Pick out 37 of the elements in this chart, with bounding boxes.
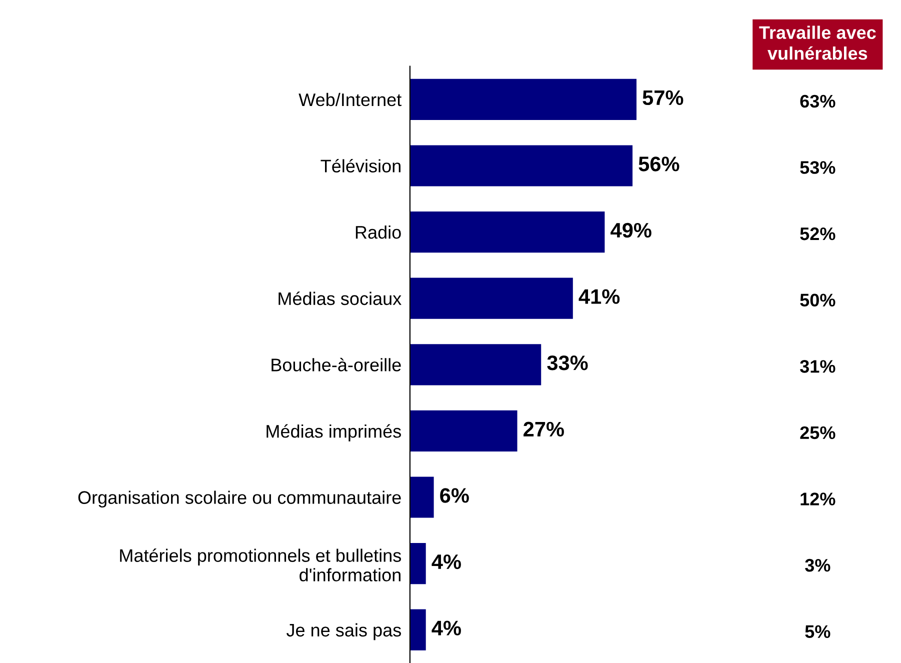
data-label: 25% xyxy=(800,426,836,440)
y-tick-label: Je ne sais pas xyxy=(286,623,401,640)
data-label: 6% xyxy=(440,488,469,503)
bar xyxy=(410,542,426,584)
y-tick-label: Matériels promotionnels et bulletins d'information xyxy=(120,548,401,582)
bar xyxy=(410,344,542,386)
bar xyxy=(410,145,633,186)
data-label: 41% xyxy=(578,289,620,304)
data-label: 4% xyxy=(432,554,461,570)
y-tick-label: Bouche-à-oreille xyxy=(272,358,401,372)
bar xyxy=(410,78,636,120)
data-label: 12% xyxy=(800,492,836,506)
bar xyxy=(410,609,426,650)
bar xyxy=(410,410,518,452)
data-label: 53% xyxy=(800,161,836,174)
text: Travaille avec vulnérables xyxy=(759,26,876,60)
y-tick-label: Médias imprimés xyxy=(266,424,401,442)
y-tick-label: Organisation scolaire ou communautaire xyxy=(78,490,401,508)
y-tick-label: Médias sociaux xyxy=(278,292,402,306)
data-label: 50% xyxy=(800,294,836,307)
bar xyxy=(410,278,573,319)
bar xyxy=(410,476,434,518)
data-label: 3% xyxy=(805,558,830,572)
y-tick-label: Télévision xyxy=(320,158,400,172)
data-label: 52% xyxy=(800,227,836,240)
data-label: 56% xyxy=(638,156,680,172)
y-tick-label: Radio xyxy=(356,226,401,239)
data-label: 4% xyxy=(432,620,461,636)
data-label: 33% xyxy=(547,355,588,370)
y-tick-label: Web/Internet xyxy=(298,92,402,106)
data-label: 57% xyxy=(642,90,684,106)
bar xyxy=(410,211,605,253)
data-label: 27% xyxy=(524,422,564,436)
data-label: 63% xyxy=(800,94,836,108)
data-label: 5% xyxy=(805,625,830,638)
data-label: 31% xyxy=(800,360,836,373)
data-label: 49% xyxy=(610,222,652,238)
